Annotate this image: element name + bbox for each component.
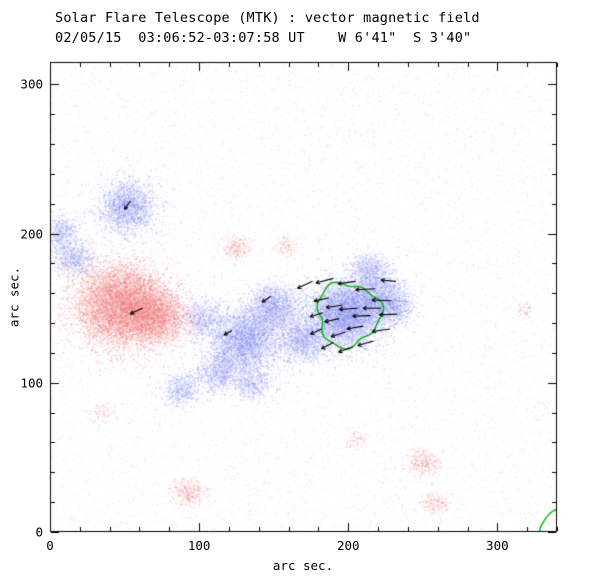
x-tick-label: 300: [486, 538, 509, 553]
y-tick-label: 300: [20, 76, 43, 92]
plot-title: Solar Flare Telescope (MTK) : vector mag…: [55, 10, 480, 26]
y-tick-label: 0: [35, 524, 43, 540]
y-axis-label: arc sec.: [6, 266, 22, 328]
plot-subtitle: 02/05/15 03:06:52-03:07:58 UT W 6'41" S …: [55, 30, 472, 46]
y-tick-label: 100: [20, 375, 43, 391]
x-tick-label: 200: [336, 538, 360, 553]
x-tick-label: 100: [187, 538, 211, 553]
x-axis-label: arc sec.: [272, 558, 334, 573]
x-tick-label: 0: [46, 538, 54, 553]
y-tick-label: 200: [20, 226, 43, 242]
